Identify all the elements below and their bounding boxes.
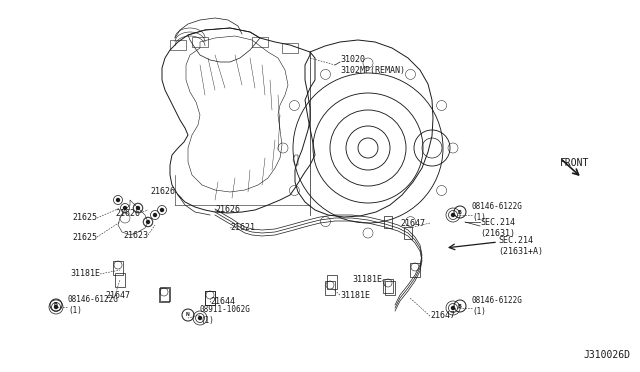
Bar — [115, 273, 125, 287]
Circle shape — [116, 199, 120, 202]
Text: 21647: 21647 — [430, 311, 455, 321]
Text: B: B — [458, 209, 462, 215]
Bar — [170, 40, 186, 50]
Bar — [327, 275, 337, 289]
Bar — [385, 281, 395, 295]
Text: FRONT: FRONT — [560, 158, 589, 168]
Text: 21626: 21626 — [150, 187, 175, 196]
Text: 21621: 21621 — [230, 224, 255, 232]
Circle shape — [161, 208, 163, 212]
Text: J310026D: J310026D — [583, 350, 630, 360]
Text: B: B — [54, 302, 58, 308]
Bar — [325, 281, 335, 295]
Text: SEC.214
(21631+A): SEC.214 (21631+A) — [498, 236, 543, 256]
Text: 21625: 21625 — [72, 232, 97, 241]
Bar — [384, 216, 392, 228]
Text: 21647: 21647 — [400, 218, 425, 228]
Circle shape — [136, 206, 140, 209]
Text: N: N — [186, 312, 190, 317]
Circle shape — [124, 206, 127, 209]
Circle shape — [154, 214, 157, 217]
Circle shape — [451, 307, 454, 310]
Text: 08146-6122G
(1): 08146-6122G (1) — [472, 202, 523, 222]
Text: 21623: 21623 — [123, 231, 148, 240]
Text: SEC.214
(21631): SEC.214 (21631) — [480, 218, 515, 238]
Text: B: B — [458, 304, 462, 308]
Text: 31020
3102MP(REMAN): 31020 3102MP(REMAN) — [340, 55, 405, 75]
Text: 21626: 21626 — [215, 205, 240, 215]
Circle shape — [147, 221, 150, 224]
Bar — [282, 43, 298, 53]
Text: 21626: 21626 — [115, 208, 140, 218]
Text: 21647: 21647 — [105, 291, 130, 299]
Text: 08911-1062G
(1): 08911-1062G (1) — [200, 305, 251, 325]
Bar — [383, 279, 393, 293]
Bar — [410, 263, 420, 277]
Text: 31181E: 31181E — [70, 269, 100, 279]
Circle shape — [198, 317, 202, 320]
Text: 21625: 21625 — [72, 214, 97, 222]
Text: 21644: 21644 — [210, 298, 235, 307]
Bar — [160, 287, 170, 301]
Bar — [159, 288, 169, 302]
Bar — [205, 291, 215, 305]
Bar — [113, 261, 123, 275]
Bar — [404, 227, 412, 239]
Circle shape — [54, 305, 58, 308]
Text: 08146-6122G
(1): 08146-6122G (1) — [68, 295, 119, 315]
Bar — [252, 37, 268, 47]
Text: 31181E: 31181E — [352, 276, 382, 285]
Circle shape — [451, 214, 454, 217]
Text: 31181E: 31181E — [340, 291, 370, 299]
Text: 08146-6122G
(1): 08146-6122G (1) — [472, 296, 523, 316]
Bar — [205, 291, 215, 305]
Bar — [192, 37, 208, 47]
